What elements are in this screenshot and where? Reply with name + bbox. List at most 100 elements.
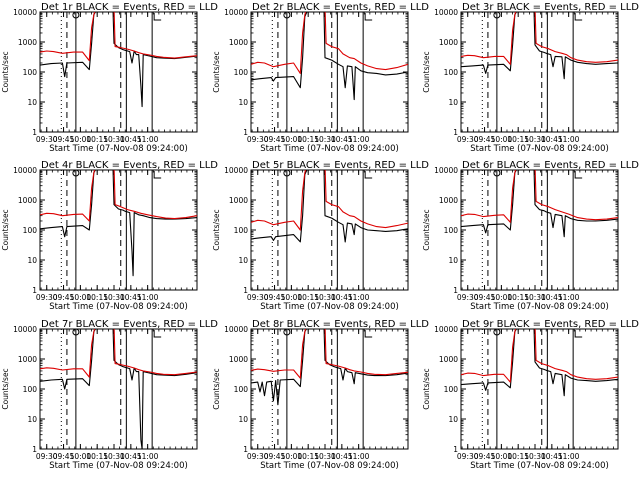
x-axis-label: Start Time (07-Nov-08 09:24:00)	[260, 461, 399, 471]
peak-marker	[283, 328, 291, 336]
panel-title: Det 5r BLACK = Events, RED = LLD	[252, 160, 429, 171]
marker-lines	[60, 329, 153, 449]
series-group	[251, 329, 408, 406]
y-tick-label: 10	[448, 98, 458, 107]
lld-series-line	[461, 329, 618, 383]
x-tick-label: 09:45	[53, 135, 75, 144]
x-tick-label: 10:45	[541, 135, 563, 144]
lld-series-line	[251, 12, 408, 74]
events-series-line	[40, 12, 197, 108]
y-axis-label: Counts/sec	[212, 51, 221, 92]
plot-frame	[250, 11, 409, 133]
y-tick-label: 100	[23, 385, 38, 394]
x-axis-label: Start Time (07-Nov-08 09:24:00)	[470, 144, 609, 154]
y-tick-label: 1	[453, 128, 458, 137]
y-tick-label: 1	[243, 286, 248, 295]
x-tick-label: 09:45	[264, 452, 286, 461]
y-axis-label: Counts/sec	[422, 209, 431, 250]
attenuator-marker	[364, 330, 373, 338]
y-tick-label: 100	[444, 68, 459, 77]
y-tick-label: 10000	[224, 325, 248, 334]
x-tick-label: 10:30	[524, 452, 546, 461]
x-tick-label: 10:15	[507, 452, 529, 461]
x-tick-label: 11:00	[558, 452, 580, 461]
detector-panel: 1 10 100 1000 10000 09:3009:4510:0010:1510:30…	[422, 319, 639, 471]
x-axis-label: Start Time (07-Nov-08 09:24:00)	[260, 144, 399, 154]
peak-marker	[72, 11, 80, 19]
x-tick-label: 11:00	[137, 452, 159, 461]
x-tick-label: 11:00	[137, 135, 159, 144]
marker-lines	[271, 12, 364, 132]
y-tick-label: 10	[27, 415, 37, 424]
y-tick-label: 1000	[439, 355, 458, 364]
x-tick-label: 09:45	[474, 135, 496, 144]
x-tick-label: 10:15	[507, 293, 529, 302]
y-tick-label: 10	[448, 256, 458, 265]
peak-marker	[72, 328, 80, 336]
series-group	[461, 12, 618, 80]
x-axis-label: Start Time (07-Nov-08 09:24:00)	[49, 144, 188, 154]
marker-lines	[481, 329, 574, 449]
x-tick-label: 10:00	[491, 452, 513, 461]
x-tick-label: 09:30	[457, 293, 479, 302]
attenuator-marker	[574, 171, 583, 179]
peak-marker	[283, 11, 291, 19]
x-tick-label: 10:30	[103, 452, 125, 461]
x-tick-label: 10:45	[120, 135, 142, 144]
attenuator-marker	[153, 171, 162, 179]
x-tick-label: 09:30	[36, 293, 58, 302]
x-tick-label: 11:00	[558, 135, 580, 144]
panel-title: Det 7r BLACK = Events, RED = LLD	[41, 319, 218, 330]
y-tick-label: 10	[238, 98, 248, 107]
series-group	[40, 12, 197, 108]
y-tick-label: 1	[453, 445, 458, 454]
y-tick-label: 10	[238, 415, 248, 424]
x-tick-label: 09:45	[264, 135, 286, 144]
y-tick-label: 10	[448, 415, 458, 424]
x-tick-label: 09:45	[53, 293, 75, 302]
marker-lines	[60, 12, 153, 132]
y-axis-label: Counts/sec	[1, 368, 10, 409]
y-axis-label: Counts/sec	[212, 209, 221, 250]
y-tick-label: 10	[238, 256, 248, 265]
y-tick-label: 10	[27, 256, 37, 265]
x-tick-label: 09:45	[474, 293, 496, 302]
marker-lines	[481, 170, 574, 290]
detector-panel: 1 10 100 1000 10000 09:3009:4510:0010:1510:30…	[422, 2, 639, 154]
x-tick-label: 10:15	[297, 293, 319, 302]
lld-series-line	[251, 170, 408, 231]
events-series-line	[251, 170, 408, 243]
x-tick-label: 10:45	[541, 293, 563, 302]
x-tick-label: 11:00	[348, 135, 370, 144]
y-tick-label: 1	[453, 286, 458, 295]
x-tick-label: 09:30	[247, 452, 269, 461]
x-axis-label: Start Time (07-Nov-08 09:24:00)	[470, 461, 609, 471]
y-tick-label: 100	[444, 385, 459, 394]
y-tick-label: 1000	[439, 38, 458, 47]
detector-panel: 1 10 100 1000 10000 09:3009:4510:0010:1510:30…	[1, 2, 218, 154]
x-tick-label: 10:00	[281, 135, 303, 144]
attenuator-marker	[364, 13, 373, 21]
y-tick-label: 100	[234, 226, 249, 235]
y-tick-label: 100	[23, 226, 38, 235]
x-tick-label: 10:45	[331, 293, 353, 302]
x-tick-label: 10:45	[120, 293, 142, 302]
events-series-line	[40, 329, 197, 449]
events-series-line	[461, 12, 618, 80]
x-tick-label: 09:30	[457, 452, 479, 461]
y-tick-label: 1000	[18, 196, 37, 205]
detector-panel: 1 10 100 1000 10000 09:3009:4510:0010:1510:30…	[212, 160, 429, 312]
attenuator-marker	[574, 330, 583, 338]
panel-title: Det 1r BLACK = Events, RED = LLD	[41, 2, 218, 13]
peak-marker	[283, 169, 291, 177]
x-tick-label: 09:30	[247, 135, 269, 144]
x-tick-label: 10:00	[281, 293, 303, 302]
lld-series-line	[251, 329, 408, 379]
y-tick-label: 1000	[439, 196, 458, 205]
x-tick-label: 10:00	[281, 452, 303, 461]
events-series-line	[40, 170, 197, 277]
y-tick-label: 10000	[434, 8, 458, 17]
lld-series-line	[40, 329, 197, 378]
attenuator-marker	[153, 13, 162, 21]
y-axis-label: Counts/sec	[1, 209, 10, 250]
